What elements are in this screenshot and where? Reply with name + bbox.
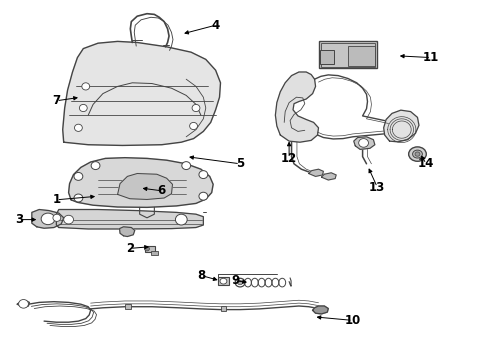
Ellipse shape: [199, 171, 208, 179]
Polygon shape: [17, 301, 29, 307]
Ellipse shape: [359, 139, 368, 147]
Text: 6: 6: [158, 184, 166, 197]
Text: 10: 10: [344, 314, 361, 327]
Ellipse shape: [145, 247, 149, 251]
Text: 8: 8: [197, 269, 205, 282]
Ellipse shape: [182, 162, 191, 170]
Bar: [320, 50, 334, 64]
Ellipse shape: [53, 214, 61, 221]
Text: 13: 13: [369, 181, 386, 194]
Bar: [220, 306, 226, 311]
Bar: [318, 41, 377, 68]
Text: 11: 11: [423, 51, 440, 64]
Ellipse shape: [238, 280, 243, 285]
Text: 1: 1: [52, 193, 60, 206]
Ellipse shape: [91, 162, 100, 170]
Bar: [218, 277, 229, 285]
Polygon shape: [384, 110, 419, 142]
Ellipse shape: [82, 83, 90, 90]
Ellipse shape: [192, 104, 200, 112]
Bar: [125, 304, 131, 309]
Ellipse shape: [220, 278, 227, 284]
Text: 9: 9: [231, 274, 239, 287]
Text: 3: 3: [16, 213, 24, 226]
Text: 12: 12: [281, 152, 297, 165]
Polygon shape: [63, 41, 220, 145]
Polygon shape: [321, 173, 336, 180]
Polygon shape: [32, 210, 64, 228]
Bar: [151, 251, 158, 255]
Bar: [348, 46, 375, 66]
Ellipse shape: [19, 300, 28, 308]
Ellipse shape: [79, 104, 87, 112]
Text: 5: 5: [236, 157, 244, 170]
Text: 14: 14: [418, 157, 435, 170]
Polygon shape: [120, 227, 135, 237]
Polygon shape: [313, 306, 328, 314]
Ellipse shape: [235, 278, 245, 287]
Ellipse shape: [64, 215, 74, 224]
Text: 4: 4: [212, 19, 220, 32]
Bar: [321, 43, 375, 67]
Text: 2: 2: [126, 242, 134, 255]
Ellipse shape: [175, 214, 187, 225]
Ellipse shape: [325, 51, 329, 54]
Polygon shape: [354, 137, 375, 149]
Ellipse shape: [74, 124, 82, 131]
Polygon shape: [275, 72, 319, 142]
Ellipse shape: [409, 147, 426, 161]
Polygon shape: [69, 158, 213, 207]
Ellipse shape: [199, 192, 208, 200]
Ellipse shape: [413, 150, 422, 158]
Ellipse shape: [325, 55, 329, 59]
Bar: [145, 246, 155, 252]
Polygon shape: [56, 210, 203, 229]
Ellipse shape: [41, 213, 55, 225]
Polygon shape: [309, 169, 323, 176]
Ellipse shape: [190, 122, 197, 130]
Ellipse shape: [325, 59, 329, 63]
Text: 7: 7: [52, 94, 60, 107]
Ellipse shape: [74, 194, 83, 202]
Polygon shape: [118, 174, 172, 199]
Ellipse shape: [74, 172, 83, 180]
Ellipse shape: [415, 152, 420, 156]
